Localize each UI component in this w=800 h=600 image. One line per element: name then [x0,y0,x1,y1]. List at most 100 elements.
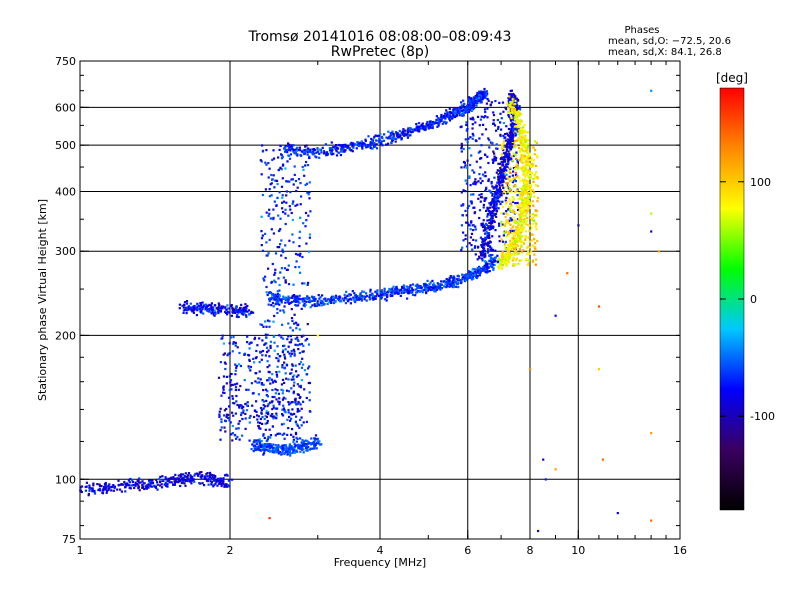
phase-point [489,225,492,228]
phase-point [341,145,344,148]
phase-point [328,298,331,301]
phase-point [492,160,495,163]
phase-point [287,283,291,286]
phase-point [468,175,471,178]
phase-point [278,289,281,292]
phase-point [209,310,212,314]
phase-point [334,300,337,303]
phase-point [470,99,473,102]
phase-point [269,340,272,343]
phase-point [510,227,513,230]
phase-point [506,102,509,105]
phase-point [274,271,277,274]
phase-point [474,268,477,271]
phase-point [264,161,267,164]
phase-point [240,411,243,414]
phase-point [276,446,279,449]
phase-point [445,280,448,284]
phase-point [394,288,397,291]
phase-point [280,301,283,304]
phase-point [533,214,537,217]
phase-point [308,233,312,236]
phase-point [479,182,482,185]
phase-point [287,345,290,348]
phase-point [527,175,530,178]
phase-point [264,428,267,431]
phase-point [484,171,487,174]
phase-point [124,486,127,489]
phase-point [235,427,238,430]
phase-point [172,476,175,479]
phase-point [469,136,472,139]
phase-point [298,265,301,269]
phase-point [533,238,536,241]
phase-point [434,287,437,291]
phase-point [343,293,346,296]
phase-point [182,311,185,314]
phase-point [298,385,301,388]
phase-point [401,286,404,289]
phase-point [210,477,213,480]
phase-point [454,109,457,112]
phase-point [103,485,106,489]
phase-point [286,151,289,154]
phase-point [293,353,296,356]
phase-point [465,110,469,113]
phase-point [290,308,293,311]
phase-point [532,180,535,183]
phase-point [457,278,460,281]
phase-point [504,247,507,250]
phase-point [298,343,301,346]
phase-point [88,487,92,491]
phase-point [431,126,434,130]
phase-point [265,448,268,451]
phase-point [290,433,293,436]
phase-point [348,293,351,296]
phase-point [258,427,261,430]
phase-point [292,390,295,393]
phase-point [185,307,188,310]
phase-point [255,442,258,445]
phase-point [524,230,527,233]
phase-point [534,225,537,228]
phase-point [519,220,522,223]
phase-point [291,375,295,378]
phase-point [284,281,287,284]
phase-point [294,179,298,183]
phase-point [285,389,289,392]
phase-point [440,287,444,290]
phase-point [470,276,473,280]
phase-point [474,94,477,98]
phase-point [502,149,505,152]
phase-point [287,427,290,430]
phase-point [302,297,305,300]
phase-point [421,122,424,125]
phase-point [480,245,484,248]
phase-point [518,252,521,255]
phase-point [92,484,95,487]
phase-point [509,171,512,174]
phase-point [513,219,516,222]
phase-point [508,153,511,156]
phase-point [203,484,206,487]
phase-point [278,148,281,151]
phase-point [484,128,488,131]
phase-point [470,232,474,235]
phase-point [521,222,524,225]
phase-point [650,212,653,215]
phase-point [387,290,390,293]
phase-point [307,445,310,449]
phase-point [340,150,343,153]
phase-point [230,314,233,317]
phase-point [484,93,487,96]
phase-point [528,170,531,173]
phase-point [534,263,537,266]
phase-point [288,297,291,300]
phase-point [469,99,472,102]
phase-point [284,148,287,151]
phase-point [248,421,251,424]
colorbar-tick-label: 100 [750,176,771,189]
phase-point [487,179,490,183]
phase-point [452,283,455,286]
phase-point [286,350,290,353]
